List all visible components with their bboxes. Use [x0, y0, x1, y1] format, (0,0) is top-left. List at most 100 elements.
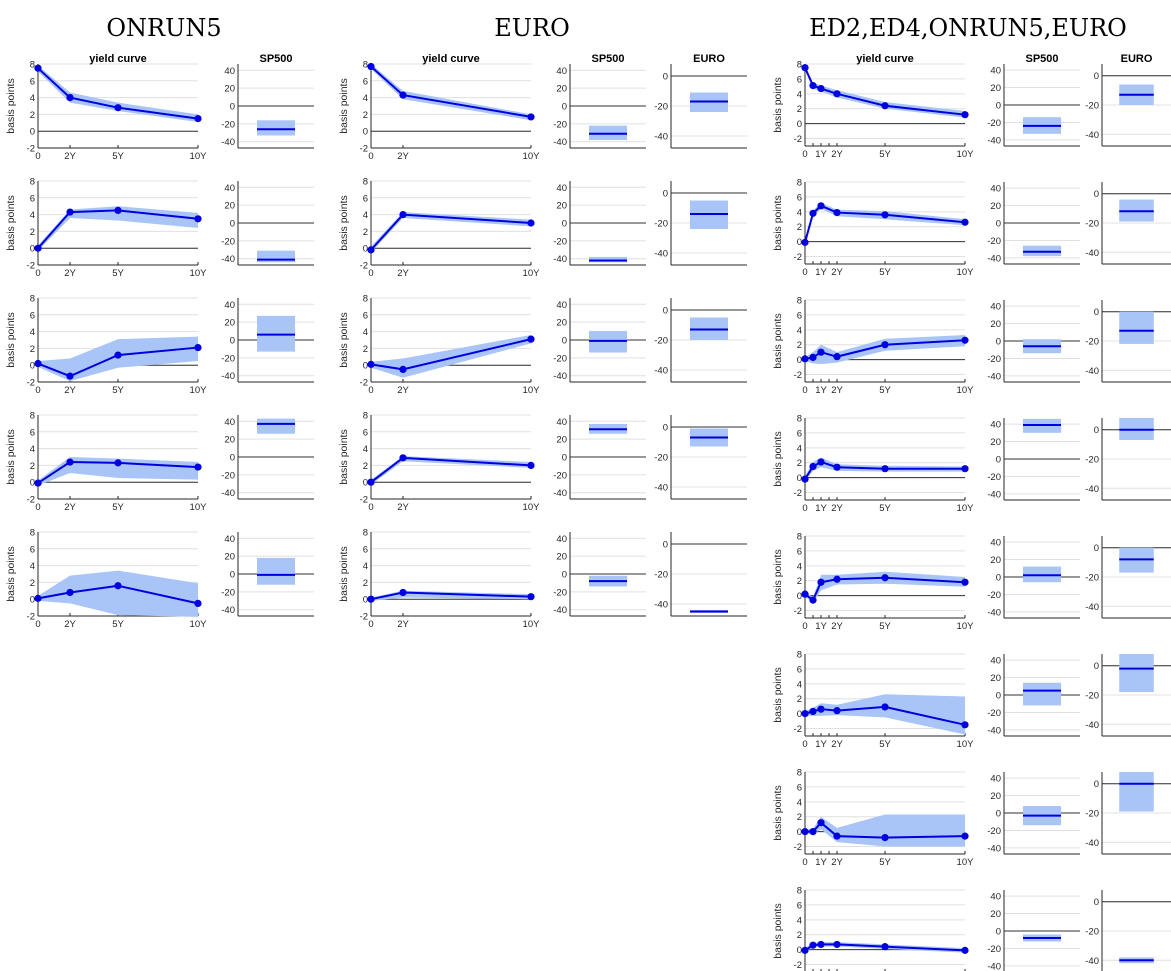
x-tick-label: 1Y — [815, 857, 827, 868]
panel-title-euro: EURO — [693, 53, 725, 65]
y-tick-label: 8 — [797, 60, 802, 71]
x-tick-label: 2Y — [831, 385, 843, 396]
y-tick-label: 2 — [797, 576, 802, 587]
x-tick-label: 2Y — [64, 385, 76, 396]
x-tick-label: 10Y — [190, 385, 208, 396]
y-tick-label: 0 — [663, 72, 668, 83]
y-tick-label: 2 — [363, 344, 368, 355]
x-tick-label: 2Y — [64, 619, 76, 630]
data-point — [809, 707, 817, 716]
y-tick-label: 20 — [990, 319, 1001, 330]
y-tick-label: 8 — [30, 411, 35, 422]
y-axis-label: basis points — [5, 429, 17, 484]
y-tick-label: 40 — [990, 892, 1001, 903]
y-tick-label: -20 — [221, 587, 235, 598]
y-tick-label: 2 — [30, 110, 35, 121]
y-tick-label: -40 — [553, 254, 567, 265]
data-point — [114, 459, 122, 467]
y-tick-label: 0 — [996, 927, 1001, 938]
y-tick-label: -2 — [360, 144, 368, 155]
y-tick-label: 0 — [230, 102, 235, 113]
x-tick-label: 5Y — [879, 621, 891, 632]
panel-title-yield-curve: yield curve — [422, 53, 479, 65]
y-axis-label: basis points — [772, 195, 784, 250]
series-line — [370, 65, 532, 118]
y-tick-label: 0 — [562, 570, 567, 581]
x-tick-label: 5Y — [879, 385, 891, 396]
y-tick-label: 40 — [990, 656, 1001, 667]
confidence-band — [805, 814, 965, 847]
x-tick-label: 1Y — [815, 503, 827, 514]
y-tick-label: 0 — [1094, 897, 1099, 908]
x-tick-label: 10Y — [957, 503, 975, 514]
y-tick-label: 6 — [363, 427, 368, 438]
y-axis-label: basis points — [338, 312, 350, 367]
y-tick-label: 6 — [30, 427, 35, 438]
data-point — [881, 465, 889, 473]
y-tick-label: 20 — [556, 318, 567, 329]
y-tick-label: -40 — [221, 137, 235, 148]
y-tick-label: 2 — [363, 578, 368, 589]
y-tick-label: 2 — [797, 458, 802, 469]
x-tick-label: 1Y — [815, 267, 827, 278]
data-point — [194, 463, 202, 471]
y-tick-label: -20 — [654, 219, 668, 230]
y-tick-label: 6 — [797, 428, 802, 439]
group-title-combined: ED2,ED4,ONRUN5,EURO — [809, 14, 1127, 42]
data-point — [809, 941, 817, 949]
data-point — [801, 710, 809, 718]
data-point — [801, 355, 809, 363]
y-tick-label: -40 — [221, 488, 235, 499]
y-tick-label: 20 — [224, 201, 235, 212]
y-axis-label: basis points — [5, 546, 17, 601]
x-tick-label: 10Y — [523, 268, 541, 279]
y-tick-label: 20 — [224, 552, 235, 563]
x-tick-label: 10Y — [957, 385, 975, 396]
y-tick-label: -40 — [987, 489, 1001, 500]
y-tick-label: 0 — [797, 709, 802, 720]
y-tick-label: 8 — [30, 177, 35, 188]
y-tick-label: 20 — [990, 555, 1001, 566]
interval-box — [257, 557, 295, 585]
y-tick-label: 2 — [797, 694, 802, 705]
y-tick-label: 6 — [30, 193, 35, 204]
y-tick-label: 0 — [797, 473, 802, 484]
interval-box — [1119, 772, 1154, 812]
x-tick-label: 0 — [802, 267, 807, 278]
panel-title-euro: EURO — [1121, 53, 1153, 65]
y-tick-label: 6 — [797, 900, 802, 911]
x-tick-label: 1Y — [815, 621, 827, 632]
x-tick-label: 0 — [802, 739, 807, 750]
data-point — [961, 111, 969, 119]
y-tick-label: -2 — [794, 842, 802, 853]
y-tick-label: -20 — [1085, 101, 1099, 112]
panel-title-yield-curve: yield curve — [89, 53, 146, 65]
y-tick-label: 2 — [30, 578, 35, 589]
data-point — [801, 475, 809, 483]
y-tick-label: 8 — [30, 294, 35, 305]
y-tick-label: -2 — [360, 495, 368, 506]
y-tick-label: 0 — [663, 540, 668, 551]
data-point — [34, 594, 42, 602]
data-point — [801, 828, 809, 836]
y-tick-label: 6 — [797, 74, 802, 85]
y-tick-label: 40 — [990, 774, 1001, 785]
y-tick-label: 40 — [224, 183, 235, 194]
interval-box — [257, 120, 295, 136]
y-tick-label: 40 — [556, 417, 567, 428]
y-tick-label: 40 — [990, 184, 1001, 195]
y-tick-label: 0 — [996, 337, 1001, 348]
y-tick-label: 8 — [797, 178, 802, 189]
x-tick-label: 0 — [35, 619, 40, 630]
series-line — [804, 204, 966, 243]
y-tick-label: -20 — [553, 119, 567, 130]
y-tick-label: -2 — [794, 134, 802, 145]
y-tick-label: -2 — [27, 144, 35, 155]
y-tick-label: -40 — [1085, 720, 1099, 731]
y-tick-label: -2 — [794, 606, 802, 617]
y-tick-label: 0 — [230, 453, 235, 464]
y-tick-label: 4 — [30, 561, 35, 572]
y-tick-label: -40 — [654, 600, 668, 611]
y-tick-label: 20 — [224, 84, 235, 95]
